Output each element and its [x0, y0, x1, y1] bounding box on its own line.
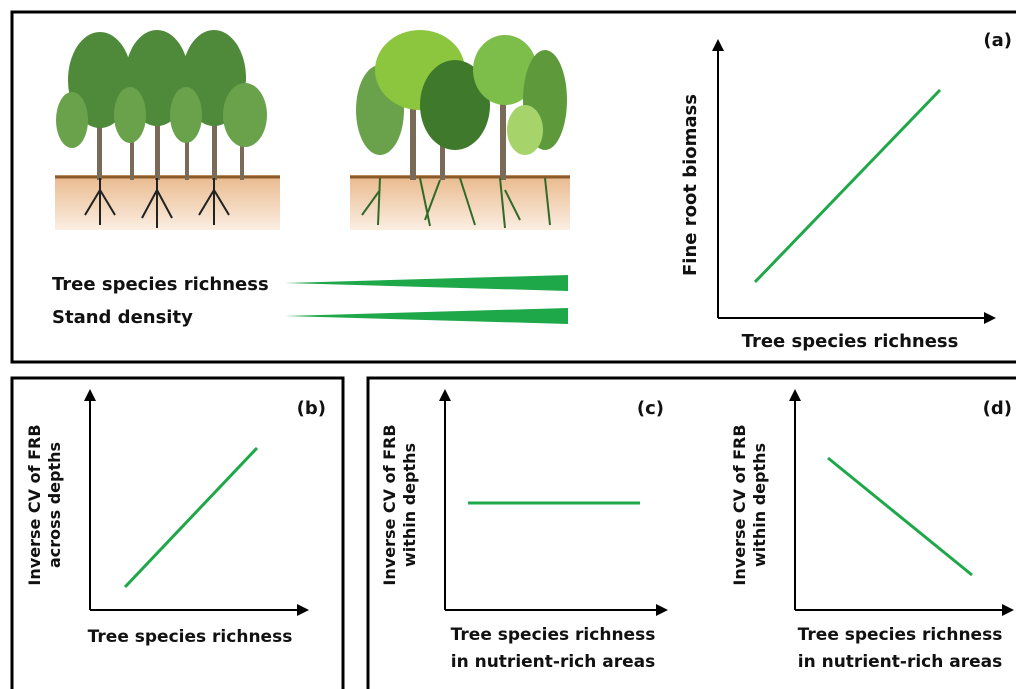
panel-label: (a)	[983, 30, 1012, 51]
y-axis-label: Inverse CV of FRB	[380, 424, 399, 585]
panel-label: (b)	[297, 398, 326, 419]
monoculture-illustration	[55, 30, 280, 230]
gradient-wedge	[285, 308, 568, 324]
trend-line	[123, 446, 259, 589]
gradient-label: Stand density	[52, 307, 193, 328]
x-axis-label: Tree species richness	[88, 627, 293, 647]
panel-b-box	[10, 376, 345, 689]
x-axis-label: Tree species richness	[451, 625, 656, 645]
y-axis-label: Inverse CV of FRB	[730, 424, 749, 585]
panel-cd-box	[366, 376, 1016, 689]
y-axis-label: within depths	[750, 443, 769, 567]
y-axis-label: Inverse CV of FRB	[25, 424, 44, 585]
y-axis-label: within depths	[400, 443, 419, 567]
mixed-illustration	[350, 30, 570, 230]
panel-label: (c)	[637, 398, 664, 419]
panel-a-box	[10, 10, 1016, 364]
x-axis-label: in nutrient-rich areas	[451, 652, 656, 672]
trend-line	[753, 88, 942, 284]
gradient-label: Tree species richness	[52, 274, 269, 295]
x-axis-label: Tree species richness	[798, 625, 1003, 645]
panel-label: (d)	[983, 398, 1012, 419]
x-axis-label: Tree species richness	[742, 331, 959, 352]
y-axis-label: Fine root biomass	[680, 94, 701, 276]
gradient-wedge	[285, 275, 568, 291]
trend-line	[827, 456, 973, 577]
y-axis-label: across depths	[45, 442, 64, 568]
x-axis-label: in nutrient-rich areas	[798, 652, 1003, 672]
